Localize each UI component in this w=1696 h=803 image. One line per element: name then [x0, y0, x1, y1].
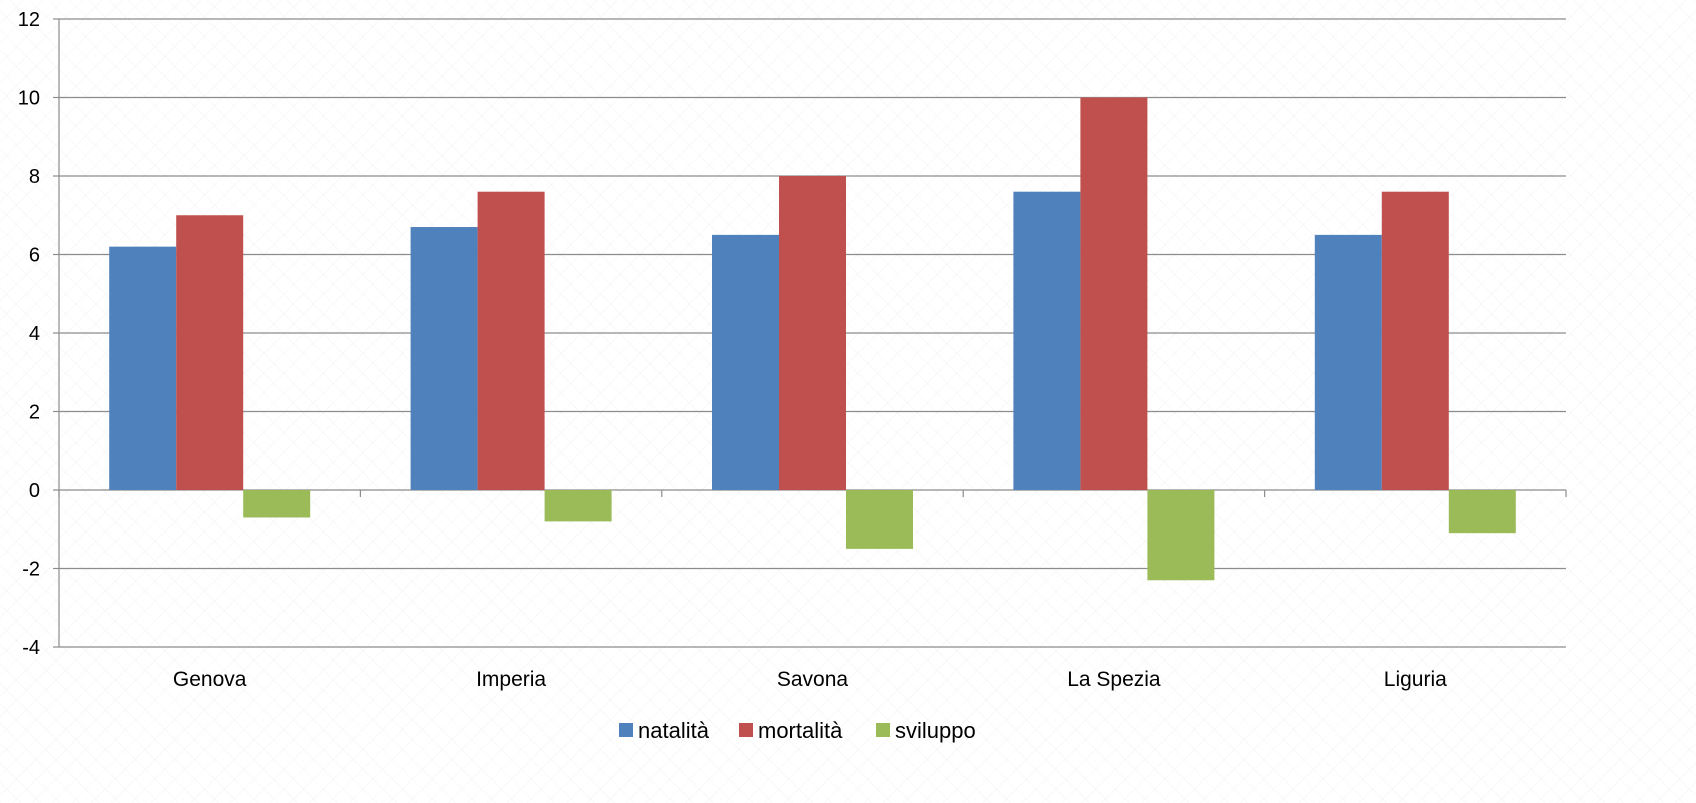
bar-sviluppo-imperia: [544, 490, 612, 522]
y-tick-label: 8: [29, 166, 40, 188]
y-tick-label: 12: [18, 9, 40, 31]
legend-label: mortalità: [758, 718, 843, 743]
bar-sviluppo-liguria: [1448, 490, 1516, 534]
bar-sviluppo-savona: [846, 490, 913, 549]
y-tick-label: 6: [29, 245, 40, 267]
bar-natalità-imperia: [410, 227, 478, 490]
x-category-labels: Genova Imperia Savona La Spezia Liguria: [173, 668, 1447, 691]
bar-mortalità-genova: [176, 215, 244, 490]
bars: [109, 97, 1516, 581]
bar-mortalità-imperia: [477, 191, 545, 490]
y-tick-label: 0: [29, 480, 40, 502]
y-tick-label: 2: [29, 402, 40, 424]
bar-sviluppo-genova: [243, 490, 311, 518]
bar-sviluppo-la-spezia: [1147, 490, 1215, 581]
x-category-label: La Spezia: [1067, 668, 1161, 691]
bar-natalità-genova: [109, 246, 177, 490]
x-category-label: Savona: [777, 668, 849, 691]
bar-natalità-savona: [712, 234, 779, 490]
legend-swatch-natalità: [619, 723, 633, 737]
x-category-label: Liguria: [1384, 668, 1447, 691]
legend-swatch-mortalità: [739, 723, 753, 737]
bar-mortalità-savona: [779, 176, 846, 490]
y-tick-label: -2: [22, 559, 40, 581]
y-tick-label: 10: [18, 88, 40, 110]
y-tick-labels: -4 -2 0 2 4 6 8 10 12: [18, 9, 40, 659]
bar-mortalità-la-spezia: [1080, 97, 1148, 490]
x-category-label: Imperia: [476, 668, 546, 691]
x-category-label: Genova: [173, 668, 247, 691]
y-tick-label: 4: [29, 323, 40, 345]
bar-natalità-la-spezia: [1013, 191, 1081, 490]
bar-mortalità-liguria: [1381, 191, 1449, 490]
y-tick-label: -4: [22, 637, 40, 659]
legend-label: natalità: [638, 718, 710, 743]
legend-swatch-sviluppo: [876, 723, 890, 737]
legend: natalità mortalità sviluppo: [619, 718, 976, 743]
legend-label: sviluppo: [895, 718, 976, 743]
bar-natalità-liguria: [1314, 234, 1382, 490]
